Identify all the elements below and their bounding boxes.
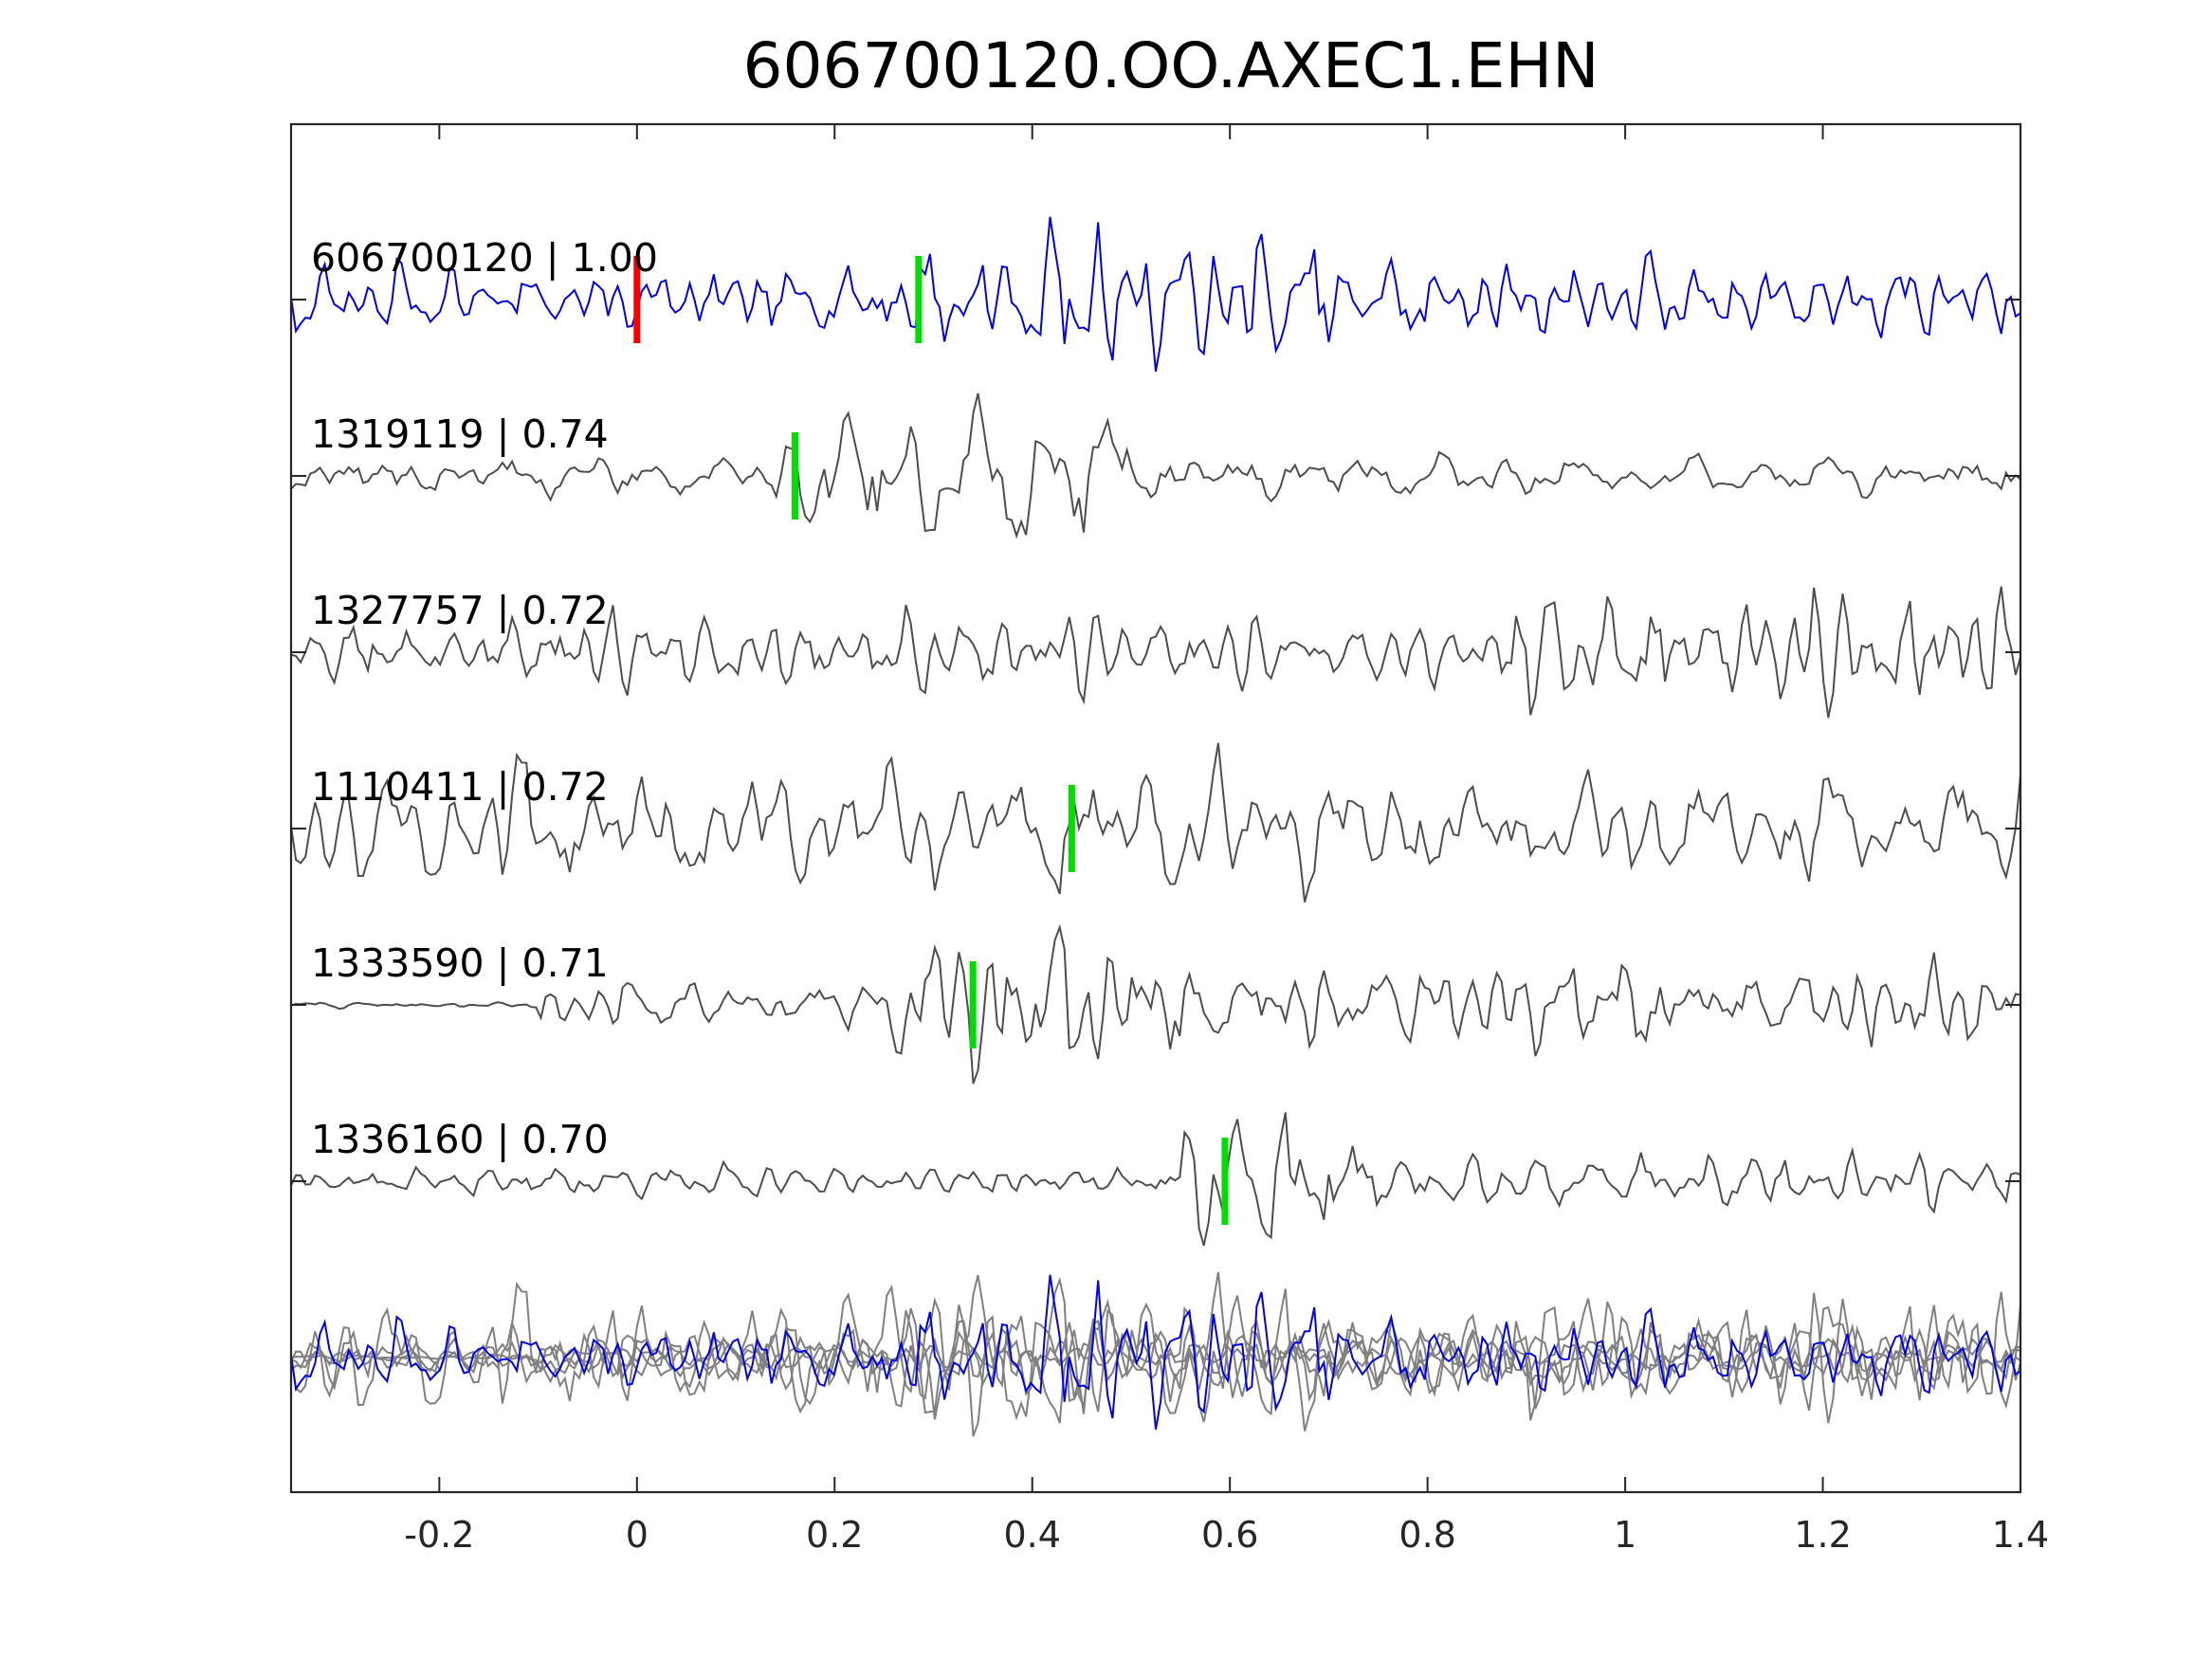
x-tick-label-2: 0 [626, 1514, 649, 1556]
x-tick-label-9: 1.4 [1992, 1514, 2049, 1556]
trace-labels-group: 606700120 | 1.00 1319119 | 0.74 1327757 | … [311, 235, 658, 1162]
chart-title: 606700120.OO.AXEC1.EHN [743, 29, 1600, 102]
overlay-group [290, 1271, 2021, 1437]
x-tick-label-1: -0.2 [404, 1514, 474, 1556]
x-tick-label-6: 0.8 [1398, 1514, 1455, 1556]
x-axis: -0.2 0 0.2 0.4 0.6 0.8 1 1.2 1.4 [291, 124, 2049, 1556]
overlay-trace-1 [290, 1274, 2021, 1430]
trace-label-3: 1327757 | 0.72 [311, 588, 609, 633]
x-tick-label-4: 0.4 [1003, 1514, 1060, 1556]
x-tick-label-8: 1.2 [1794, 1514, 1851, 1556]
x-tick-label-3: 0.2 [806, 1514, 863, 1556]
trace-5 [290, 923, 2021, 1085]
trace-label-5: 1333590 | 0.71 [311, 940, 609, 986]
picks-group [633, 256, 1229, 1225]
trace-label-2: 1319119 | 0.74 [311, 411, 609, 457]
trace-2 [290, 392, 2021, 539]
trace-6 [290, 1112, 2021, 1247]
trace-1 [290, 216, 2021, 372]
trace-label-1: 606700120 | 1.00 [311, 235, 658, 281]
trace-3 [290, 586, 2021, 719]
plot-area-frame [289, 122, 2022, 1494]
traces-group [290, 216, 2021, 1247]
trace-label-4: 1110411 | 0.72 [311, 764, 609, 810]
x-tick-label-7: 1 [1614, 1514, 1636, 1556]
x-tick-label-5: 0.6 [1201, 1514, 1258, 1556]
trace-4 [290, 742, 2021, 902]
overlay-trace-4 [290, 1271, 2021, 1431]
trace-label-6: 1336160 | 0.70 [311, 1117, 609, 1162]
